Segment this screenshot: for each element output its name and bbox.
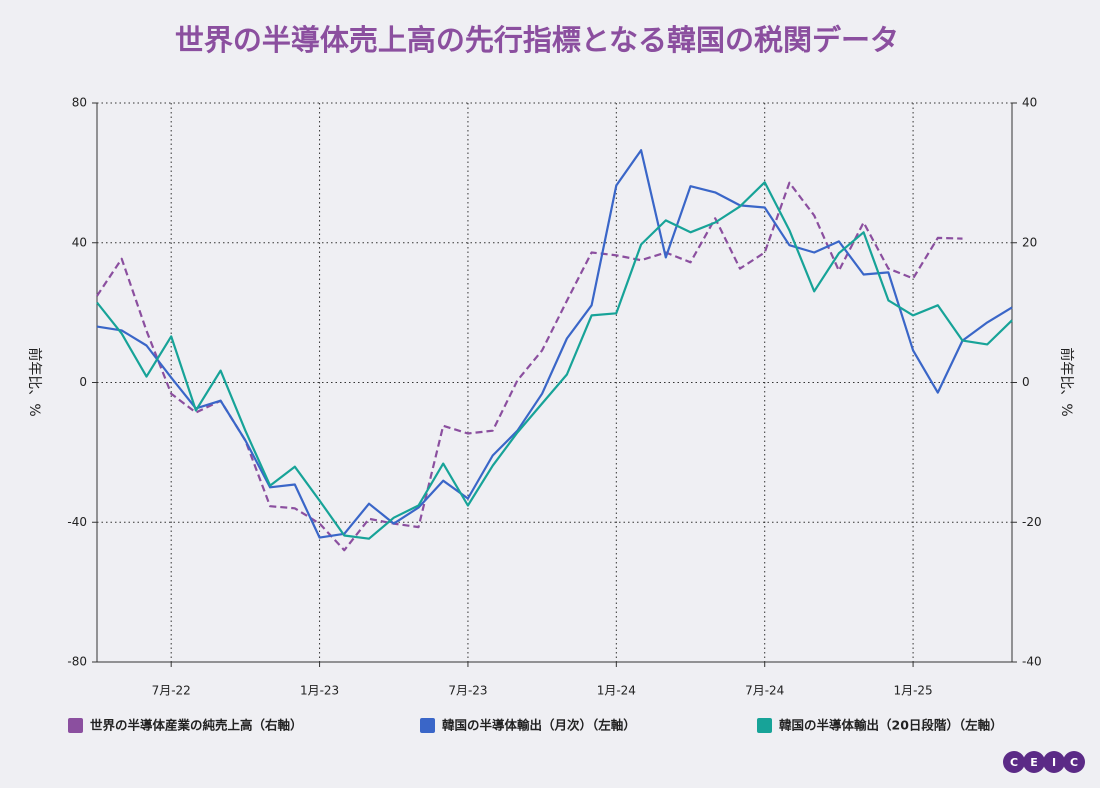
x-tick-label: 7月-24 [745,684,784,698]
logo-letter: C [1010,756,1018,769]
logo-circle [1023,751,1045,773]
logo-circle [1043,751,1065,773]
x-tick-label: 7月-22 [152,684,191,698]
y2-tick-label: -40 [1022,655,1042,669]
y-tick-label: 40 [72,235,87,249]
logo-letter: C [1070,756,1078,769]
series-line [96,181,1013,540]
logo-circle [1063,751,1085,773]
legend-label: 韓国の半導体輸出（月次）（左軸） [442,718,636,733]
logo-letter: I [1052,756,1056,769]
logo-letter: E [1030,756,1038,769]
legend-swatch [68,718,83,733]
legend-label: 世界の半導体産業の純売上高（右軸） [90,718,303,733]
x-tick-label: 1月-25 [893,684,932,698]
y-axis-label: 前年比、% [26,347,43,416]
x-tick-label: 1月-24 [597,684,636,698]
legend-swatch [757,718,772,733]
y2-tick-label: -20 [1022,515,1042,529]
logo-circle [1003,751,1025,773]
y-tick-label: 0 [79,375,87,389]
chart-title: 世界の半導体売上高の先行指標となる韓国の税関データ [175,23,899,57]
x-tick-label: 1月-23 [300,684,339,698]
legend-label: 韓国の半導体輸出（20日段階）（左軸） [779,718,1003,733]
y-tick-label: -80 [67,655,87,669]
y2-axis-label: 前年比、% [1058,347,1075,416]
y-tick-label: 80 [72,96,87,110]
y2-tick-label: 40 [1022,96,1037,110]
x-tick-label: 7月-23 [448,684,487,698]
series-line [96,149,1013,539]
y-tick-label: -40 [67,515,87,529]
series-line [96,181,963,552]
legend-swatch [420,718,435,733]
y2-tick-label: 20 [1022,235,1037,249]
y2-tick-label: 0 [1022,375,1030,389]
